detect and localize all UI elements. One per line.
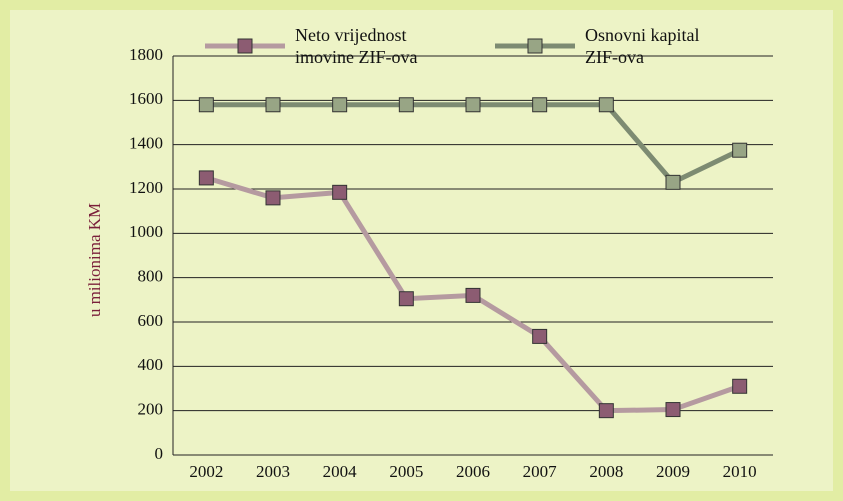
y-tick-label: 1400 [129,134,163,153]
y-tick-label: 600 [138,311,164,330]
marker [665,174,681,190]
marker [532,328,548,344]
marker [198,97,214,113]
y-tick-label: 200 [138,400,164,419]
y-tick-label: 0 [155,444,164,463]
marker [598,403,614,419]
y-axis-label: u milionima KM [85,203,104,317]
marker [398,97,414,113]
series-line [206,102,741,186]
marker [398,291,414,307]
legend-marker [527,38,543,54]
marker [198,170,214,186]
marker [732,142,748,158]
marker [598,97,614,113]
marker [332,184,348,200]
y-tick-label: 400 [138,355,164,374]
legend-label: Osnovni kapital ZIF-ova [585,25,700,67]
marker [265,97,281,113]
marker [732,378,748,394]
marker [465,97,481,113]
x-tick-label: 2005 [389,462,423,481]
x-tick-label: 2008 [589,462,623,481]
marker [532,97,548,113]
y-tick-label: 1200 [129,178,163,197]
x-tick-label: 2004 [323,462,358,481]
marker [265,190,281,206]
y-tick-label: 1600 [129,89,163,108]
y-tick-label: 1800 [129,45,163,64]
x-tick-label: 2002 [189,462,223,481]
legend-marker [237,38,253,54]
x-tick-label: 2010 [723,462,757,481]
x-tick-label: 2009 [656,462,690,481]
y-tick-label: 800 [138,267,164,286]
marker [665,402,681,418]
marker [465,287,481,303]
legend-label: Neto vrijednost imovine ZIF-ova [295,25,418,67]
x-tick-label: 2006 [456,462,490,481]
x-tick-label: 2003 [256,462,290,481]
y-tick-label: 1000 [129,222,163,241]
marker [332,97,348,113]
x-tick-label: 2007 [523,462,558,481]
